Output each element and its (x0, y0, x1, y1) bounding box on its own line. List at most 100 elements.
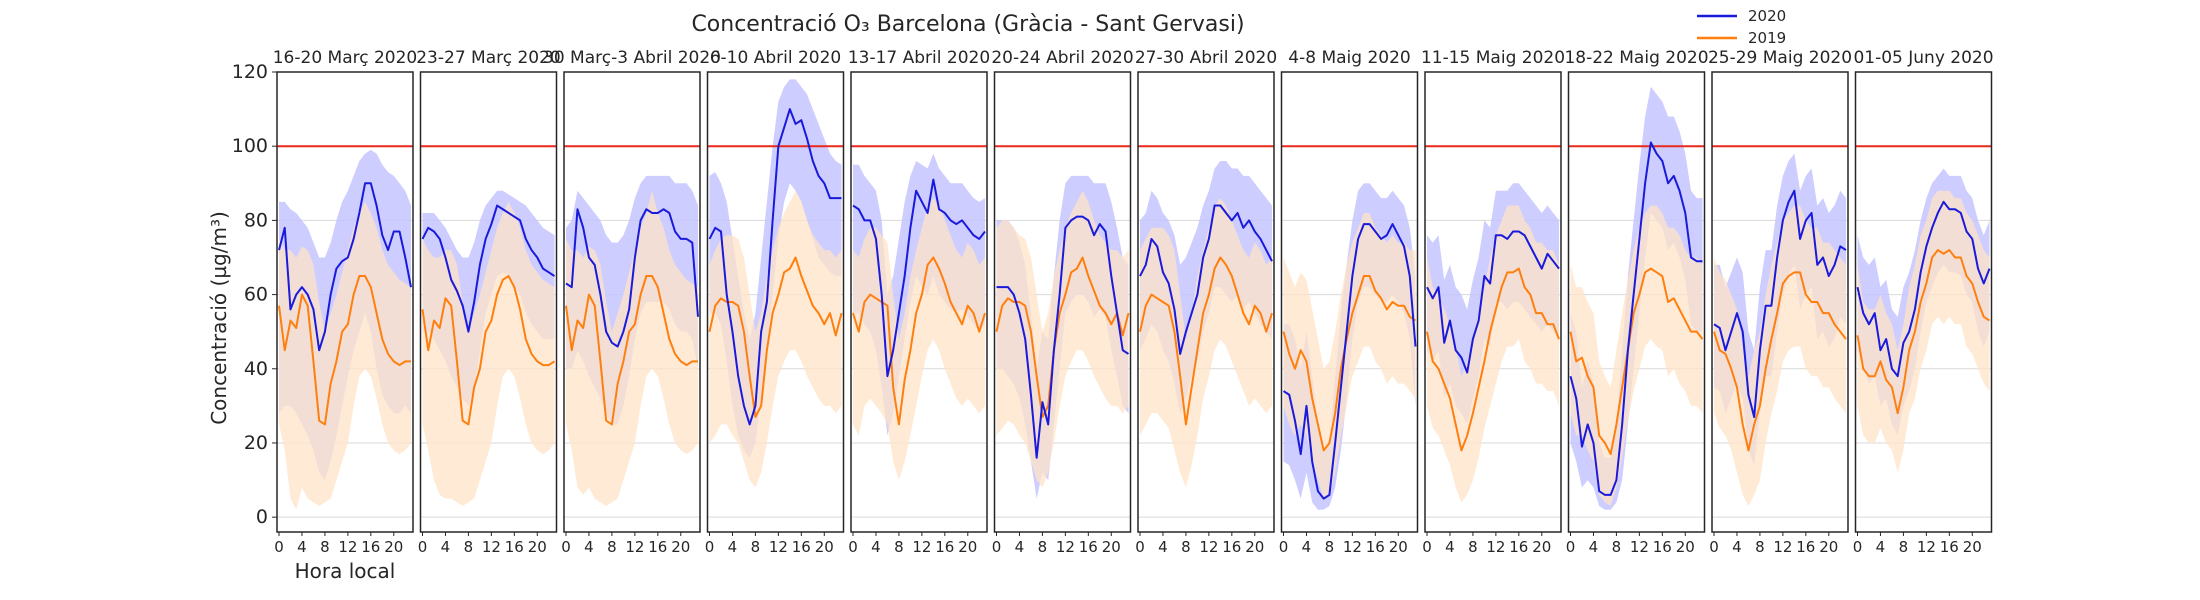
range-band-2019 (1427, 205, 1559, 503)
panel-frame (1137, 71, 1275, 533)
series-line-2020 (1139, 204, 1273, 355)
x-tick-label: 4 (871, 538, 881, 556)
x-tick-label: 12 (338, 538, 357, 556)
x-tick-label: 0 (992, 538, 1002, 556)
x-tick-label: 4 (728, 538, 738, 556)
panel-frame (850, 71, 988, 533)
panel-plot-area (1855, 72, 1992, 518)
panel-plot-area (420, 72, 557, 518)
range-band-2019 (996, 190, 1129, 488)
y-tick-label: 0 (256, 506, 268, 528)
x-tick-label: 16 (935, 538, 954, 556)
range-band-2019 (709, 190, 842, 488)
range-band-2019 (1283, 212, 1416, 499)
range-band-2019 (1714, 205, 1846, 507)
panel-title: 4-8 Maig 2020 (1288, 48, 1410, 68)
x-tick-label: 4 (1302, 538, 1312, 556)
x-tick-label: 0 (705, 538, 715, 556)
range-band-2019 (566, 190, 698, 507)
series-line-2020 (708, 108, 842, 426)
x-tick-label: 20 (1819, 538, 1838, 556)
x-tick-label: 8 (894, 538, 904, 556)
x-tick-label: 12 (625, 538, 644, 556)
x-tick-label: 12 (1917, 538, 1936, 556)
x-tick-label: 4 (441, 538, 451, 556)
panel-plot-area (851, 72, 987, 518)
x-tick-label: 0 (848, 538, 858, 556)
series-line-2019 (1856, 249, 1991, 415)
x-tick-label: 0 (1422, 538, 1432, 556)
x-tick-label: 4 (1732, 538, 1742, 556)
x-tick-label: 16 (1509, 538, 1528, 556)
x-axis-label: Hora local (295, 559, 396, 583)
x-tick-label: 12 (482, 538, 501, 556)
chart-title: Concentració O₃ Barcelona (Gràcia - Sant… (691, 12, 1244, 37)
x-tick-label: 20 (1676, 538, 1695, 556)
series-line-2020 (1426, 230, 1560, 374)
panel-4: 6-10 Abril 2020 0 4 8 12 16 20 (705, 48, 845, 556)
series-line-2019 (421, 275, 556, 426)
y-tick-label: 120 (232, 61, 268, 83)
series-line-2020 (278, 182, 412, 352)
legend-label-2020: 2020 (1748, 7, 1786, 25)
series-line-2019 (1426, 267, 1560, 452)
range-band-2019 (1857, 190, 1990, 473)
x-tick-label: 20 (958, 538, 977, 556)
legend-label-2019: 2019 (1748, 29, 1786, 47)
x-tick-label: 16 (1366, 538, 1385, 556)
y-tick-label: 100 (232, 135, 268, 157)
panel-title: 01-05 Juny 2020 (1853, 48, 1993, 68)
range-band-2019 (1140, 198, 1272, 488)
panel-10: 18-22 Maig 2020 0 4 8 12 16 20 (1564, 48, 1708, 556)
x-tick-label: 20 (1532, 538, 1551, 556)
y-tick-label: 60 (244, 284, 268, 306)
x-tick-label: 0 (1279, 538, 1289, 556)
x-tick-label: 4 (1015, 538, 1025, 556)
panel-6: 20-24 Abril 2020 0 4 8 12 16 20 (991, 48, 1133, 556)
panel-plot-area (707, 72, 844, 518)
y-axis-ticks: 0 20 40 60 80 100 120 (232, 61, 277, 528)
panel-frame (1424, 71, 1562, 533)
panel-frame (1711, 71, 1849, 533)
x-tick-label: 4 (1158, 538, 1168, 556)
y-axis-label: Concentració (µg/m³) (207, 211, 231, 425)
x-tick-label: 0 (418, 538, 428, 556)
panel-title: 13-17 Abril 2020 (848, 48, 990, 68)
series-line-2019 (708, 256, 843, 418)
panel-title: 25-29 Maig 2020 (1708, 48, 1852, 68)
panel-title: 30 Març-3 Abril 2020 (543, 48, 721, 68)
x-tick-label: 8 (607, 538, 617, 556)
panel-title: 16-20 Març 2020 (273, 48, 418, 68)
panel-plot-area (1138, 72, 1274, 518)
panel-title: 11-15 Maig 2020 (1421, 48, 1565, 68)
x-tick-label: 0 (274, 538, 284, 556)
panel-plot-area (277, 72, 413, 518)
x-tick-label: 8 (1899, 538, 1909, 556)
panel-1: 16-20 Març 2020 0 4 8 12 16 20 (273, 48, 418, 556)
x-tick-label: 12 (1630, 538, 1649, 556)
x-tick-label: 12 (912, 538, 931, 556)
x-tick-label: 12 (1773, 538, 1792, 556)
x-tick-label: 16 (1940, 538, 1959, 556)
panel-plot-area (994, 72, 1131, 518)
panel-frame (563, 71, 701, 533)
series-line-2020 (565, 208, 699, 348)
series-line-2019 (1139, 256, 1273, 426)
panel-frame (706, 71, 845, 533)
panel-plot-area (564, 72, 700, 518)
y-tick-label: 80 (244, 209, 268, 231)
x-tick-label: 12 (1486, 538, 1505, 556)
x-tick-label: 20 (1389, 538, 1408, 556)
x-tick-label: 0 (1853, 538, 1863, 556)
series-line-2019 (565, 275, 698, 426)
series-line-2019 (278, 275, 411, 426)
range-band-2019 (1570, 205, 1703, 507)
series-line-2020 (421, 204, 556, 333)
panel-11: 25-29 Maig 2020 0 4 8 12 16 20 (1708, 48, 1852, 556)
x-tick-label: 8 (1325, 538, 1335, 556)
panel-frame (1854, 71, 1993, 533)
x-tick-label: 12 (1343, 538, 1362, 556)
panel-title: 27-30 Abril 2020 (1135, 48, 1277, 68)
x-tick-label: 20 (815, 538, 834, 556)
